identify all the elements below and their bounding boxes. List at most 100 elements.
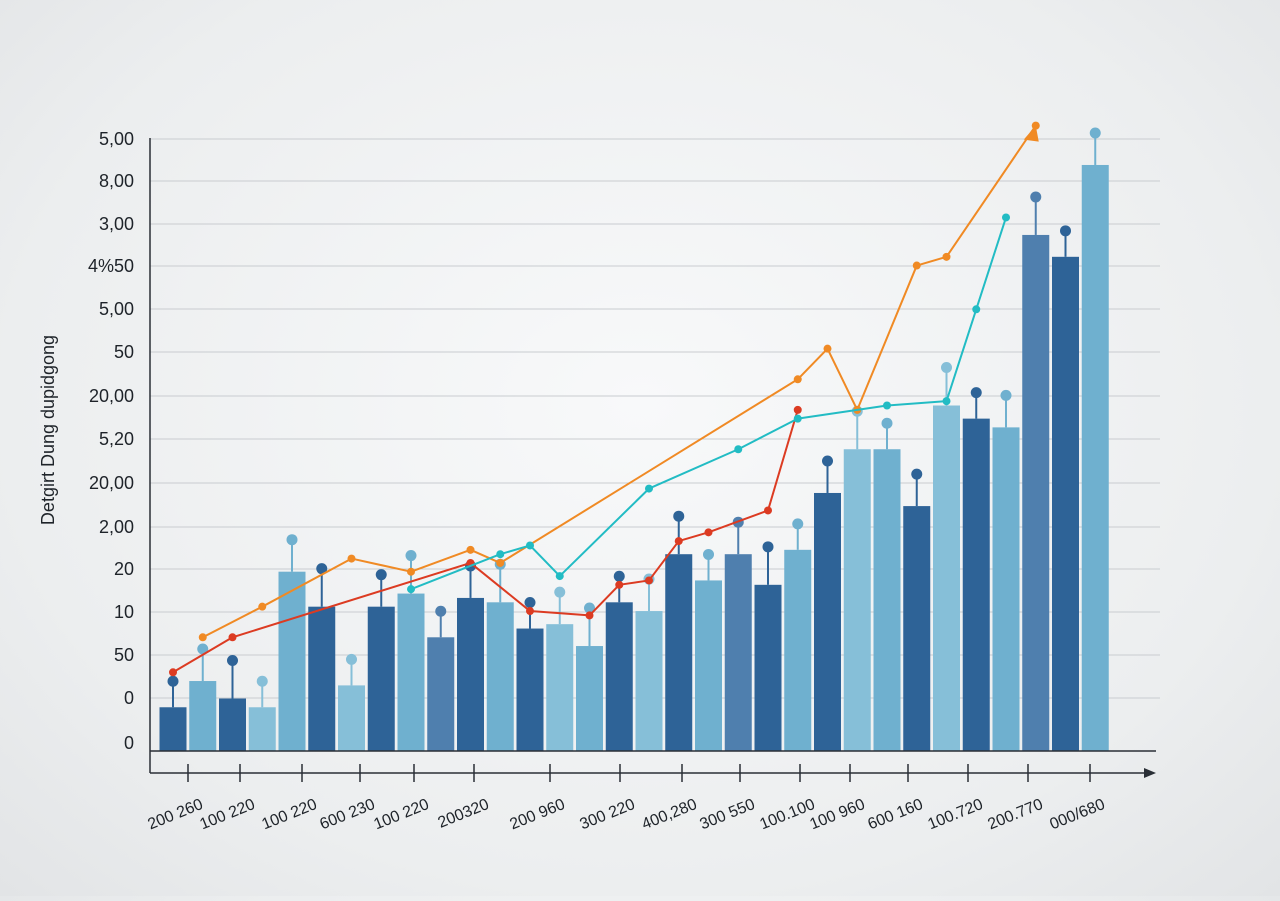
axes — [149, 138, 1156, 778]
series-point — [526, 541, 534, 550]
x-tick-label: 200320 — [436, 796, 492, 832]
bar — [903, 506, 931, 751]
y-tick-label: 4%50 — [88, 256, 134, 276]
x-tick-label: 300 550 — [697, 796, 757, 833]
series-line — [202, 125, 1037, 639]
y-tick-label: 20,00 — [89, 386, 134, 406]
bar — [576, 646, 603, 751]
bar-dot — [1089, 127, 1101, 139]
bar-dot — [970, 387, 982, 399]
y-axis-label: Detgirt Dung dupidgong — [38, 335, 58, 525]
series-point — [228, 633, 237, 642]
series-arrowhead — [1023, 125, 1039, 142]
x-tick-label: 000/680 — [1047, 796, 1107, 833]
bar — [665, 554, 693, 751]
bar-dot — [375, 569, 387, 581]
series-point — [1002, 213, 1010, 222]
bar — [784, 549, 812, 751]
bar-dot — [197, 643, 209, 655]
series-point — [942, 397, 951, 406]
x-axis-arrowhead — [1144, 768, 1156, 778]
series-point — [704, 528, 713, 537]
bar — [635, 611, 663, 751]
bar-dot — [435, 605, 447, 617]
bar — [189, 681, 217, 751]
y-tick-label: 50 — [114, 645, 134, 665]
y-tick-label: 0 — [124, 733, 134, 753]
x-tick-label: 100.100 — [757, 796, 817, 833]
bar — [605, 602, 633, 751]
series-point — [734, 445, 743, 454]
series-lines — [169, 121, 1040, 677]
series-point — [526, 607, 534, 616]
series-point — [645, 576, 653, 585]
y-tick-label: 5,00 — [99, 129, 134, 149]
series-point — [496, 550, 505, 559]
series-point — [347, 554, 356, 563]
bar-dot — [703, 548, 714, 560]
bar-dot — [554, 586, 566, 598]
series-point — [585, 611, 594, 620]
series-point — [407, 585, 415, 594]
series-point — [169, 668, 177, 677]
bar-dot — [346, 653, 357, 665]
bar — [278, 571, 306, 751]
x-tick-label: 100 960 — [807, 796, 867, 833]
bar-dot — [881, 417, 893, 429]
bar — [546, 624, 574, 751]
bar — [695, 580, 722, 751]
x-tick-label: 200.770 — [985, 796, 1045, 833]
bars — [159, 127, 1109, 752]
x-tick-label: 600 160 — [865, 796, 925, 833]
bar-dot — [822, 455, 833, 467]
bar-dot — [1000, 389, 1012, 401]
gridlines — [150, 138, 1160, 699]
x-tick-label: 200 260 — [145, 796, 205, 833]
y-tick-label: 2,00 — [99, 517, 134, 537]
bar-dot — [673, 510, 685, 522]
x-tick-label: 100.720 — [925, 796, 985, 833]
bar — [397, 593, 425, 751]
bar — [248, 707, 276, 751]
bar — [367, 606, 395, 751]
x-tick-label: 100 220 — [259, 796, 319, 833]
x-tick-label: 200 960 — [507, 796, 567, 833]
bar — [457, 597, 484, 751]
series-point — [674, 537, 683, 546]
y-tick-label: 50 — [114, 342, 134, 362]
y-tick-label: 5,00 — [99, 299, 134, 319]
series-point — [496, 558, 505, 567]
series-point — [466, 545, 475, 554]
bar-dot — [316, 563, 328, 575]
y-tick-label: 8,00 — [99, 171, 134, 191]
bar — [338, 685, 365, 751]
series-point — [645, 484, 653, 493]
bar — [724, 554, 752, 751]
bar-dot — [911, 468, 923, 480]
series-point — [555, 572, 564, 581]
series-point — [407, 567, 415, 576]
bar-dot — [584, 602, 595, 614]
series-point — [258, 602, 267, 611]
bar-dot — [405, 550, 417, 562]
y-tick-label: 10 — [114, 602, 134, 622]
y-tick-label: 0 — [124, 688, 134, 708]
y-tick-label: 5,20 — [99, 429, 134, 449]
bar-dot — [941, 362, 952, 374]
bar — [873, 449, 901, 751]
series-point — [615, 580, 624, 589]
bar — [814, 492, 841, 751]
bar — [754, 584, 782, 751]
y-tick-label: 20,00 — [89, 473, 134, 493]
bar-dot — [286, 534, 298, 546]
bar — [486, 602, 514, 751]
bar — [1081, 164, 1109, 751]
y-axis-tick-labels: 0 0 50 10 20 2,00 20,00 5,20 20,00 50 5,00 4%50 3,00… — [88, 129, 134, 753]
bar-dot — [167, 675, 179, 687]
x-tick-label: 300 220 — [577, 796, 637, 833]
bar-dot — [1030, 191, 1042, 203]
bar — [308, 606, 336, 751]
bar — [219, 698, 246, 751]
